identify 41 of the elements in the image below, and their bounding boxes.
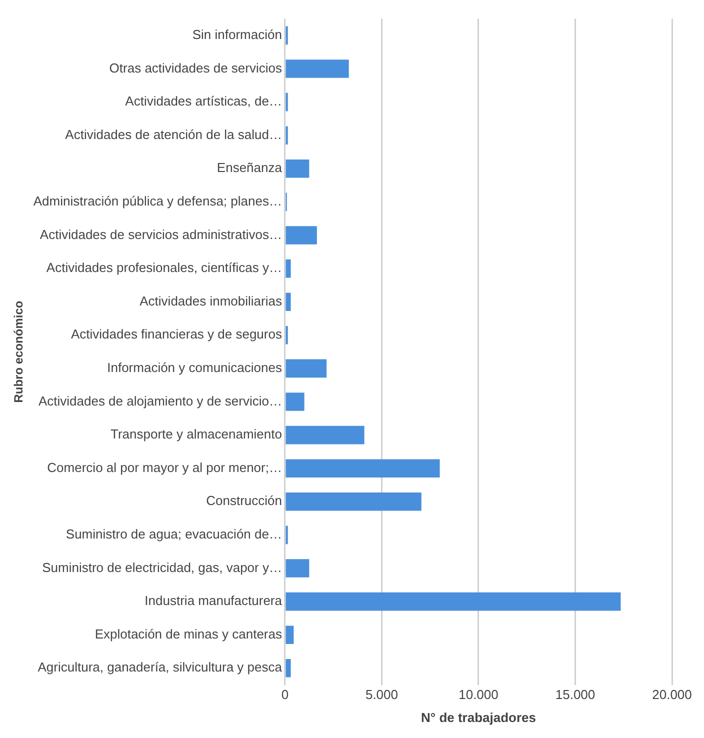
y-tick-label: Enseñanza xyxy=(216,160,283,176)
bar xyxy=(286,392,304,411)
x-tick-label: 10.000 xyxy=(458,687,498,702)
x-tick-label: 20.000 xyxy=(652,687,692,702)
bar xyxy=(286,658,291,678)
y-tick-label: Actividades financieras y de seguros xyxy=(70,326,282,342)
y-tick-label: Actividades de servicios administrativos… xyxy=(40,226,282,242)
y-tick-label: Actividades artísticas, de… xyxy=(125,94,282,109)
bar xyxy=(286,459,440,478)
bar xyxy=(286,259,291,278)
bar xyxy=(286,559,310,578)
bar xyxy=(286,292,291,312)
y-tick-label: Explotación de minas y canteras xyxy=(94,626,282,642)
y-tick-label: Suministro de electricidad, gas, vapor y… xyxy=(42,560,282,575)
y-tick-label: Sin información xyxy=(192,27,282,42)
bar xyxy=(286,626,294,644)
bar xyxy=(286,492,422,511)
bar xyxy=(286,159,310,178)
x-tick-label: 0 xyxy=(281,687,289,702)
y-tick-label: Actividades de atención de la salud… xyxy=(65,126,282,142)
x-tick-label: 15.000 xyxy=(555,687,596,702)
bar xyxy=(286,592,621,611)
bar xyxy=(286,226,317,244)
y-tick-label: Industria manufacturera xyxy=(144,593,283,608)
y-tick-label: Construcción xyxy=(206,493,282,508)
y-tick-label: Actividades de alojamiento y de servicio… xyxy=(38,393,282,408)
x-axis-title: N° de trabajadores xyxy=(420,710,536,725)
bar xyxy=(286,60,349,78)
y-axis-title: Rubro económico xyxy=(12,300,26,403)
y-tick-label: Otras actividades de servicios xyxy=(109,60,282,76)
bar xyxy=(286,359,327,378)
y-tick-label: Actividades profesionales, científicas y… xyxy=(46,260,282,276)
y-tick-label: Administración pública y defensa; planes… xyxy=(33,194,282,209)
y-tick-label: Comercio al por mayor y al por menor;… xyxy=(47,460,282,475)
x-tick-label: 5.000 xyxy=(365,687,398,702)
y-tick-label: Información y comunicaciones xyxy=(107,360,282,376)
y-tick-label: Suministro de agua; evacuación de… xyxy=(66,526,282,542)
y-tick-label: Agricultura, ganadería, silvicultura y pesca xyxy=(38,660,283,675)
bar xyxy=(286,426,364,444)
y-tick-label: Transporte y almacenamiento xyxy=(110,426,282,442)
y-tick-label: Actividades inmobiliarias xyxy=(140,293,282,308)
